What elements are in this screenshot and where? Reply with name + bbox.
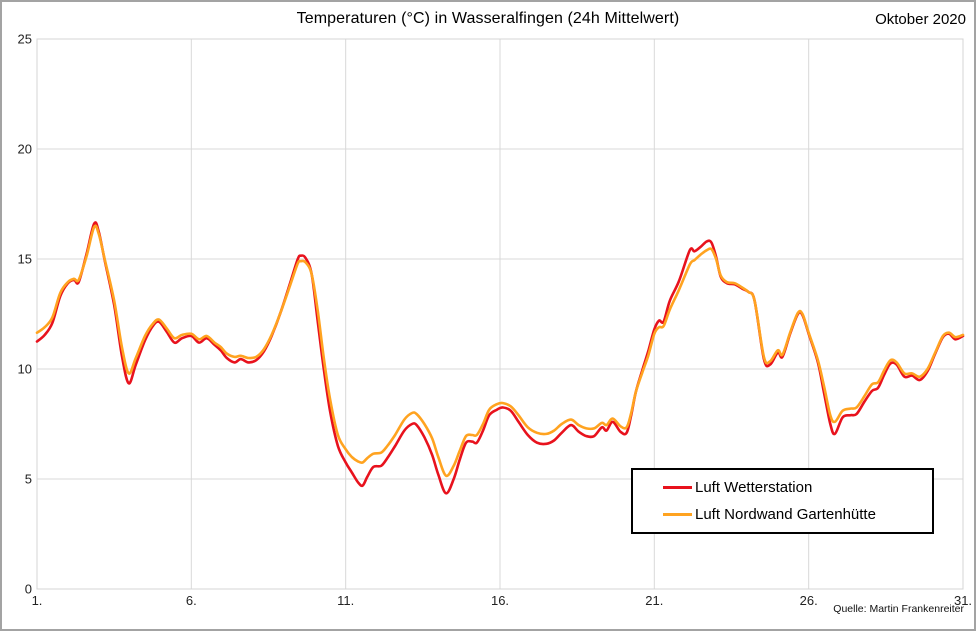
source-credit: Quelle: Martin Frankenreiter (833, 603, 964, 615)
x-axis-tick-label: 31. (953, 593, 973, 608)
y-axis-tick-label: 15 (17, 251, 32, 267)
legend-swatch-orange-line (663, 513, 692, 517)
y-axis-tick-label: 0 (24, 581, 32, 597)
legend-swatch-red-line (663, 485, 692, 489)
series-line-gartenhuette (35, 224, 965, 478)
page-title: Temperaturen (°C) in Wasseralfingen (24h… (296, 10, 680, 27)
x-axis-tick-label: 11. (337, 593, 355, 608)
y-axis-tick-label: 10 (17, 361, 32, 377)
legend-item-wetterstation: Luft Wetterstation (663, 477, 932, 497)
x-axis-tick-label: 6. (185, 593, 197, 608)
plot-border (36, 38, 964, 590)
legend-label-gartenhuette: Luft Nordwand Gartenhütte (695, 506, 876, 524)
x-axis-tick-label: 1. (31, 593, 43, 608)
legend-item-gartenhuette: Luft Nordwand Gartenhütte (663, 505, 932, 525)
legend-box: Luft Wetterstation Luft Nordwand Gartenh… (631, 468, 934, 534)
y-axis-tick-label: 25 (17, 31, 32, 47)
x-axis-tick-label: 21. (645, 593, 664, 608)
y-axis-tick-label: 5 (24, 471, 32, 487)
y-axis-tick-label: 20 (17, 141, 32, 157)
x-axis-tick-label: 26. (799, 593, 818, 608)
x-axis-tick-label: 16. (490, 593, 510, 608)
period-label: Oktober 2020 (875, 11, 966, 28)
legend-label-wetterstation: Luft Wetterstation (695, 478, 813, 496)
